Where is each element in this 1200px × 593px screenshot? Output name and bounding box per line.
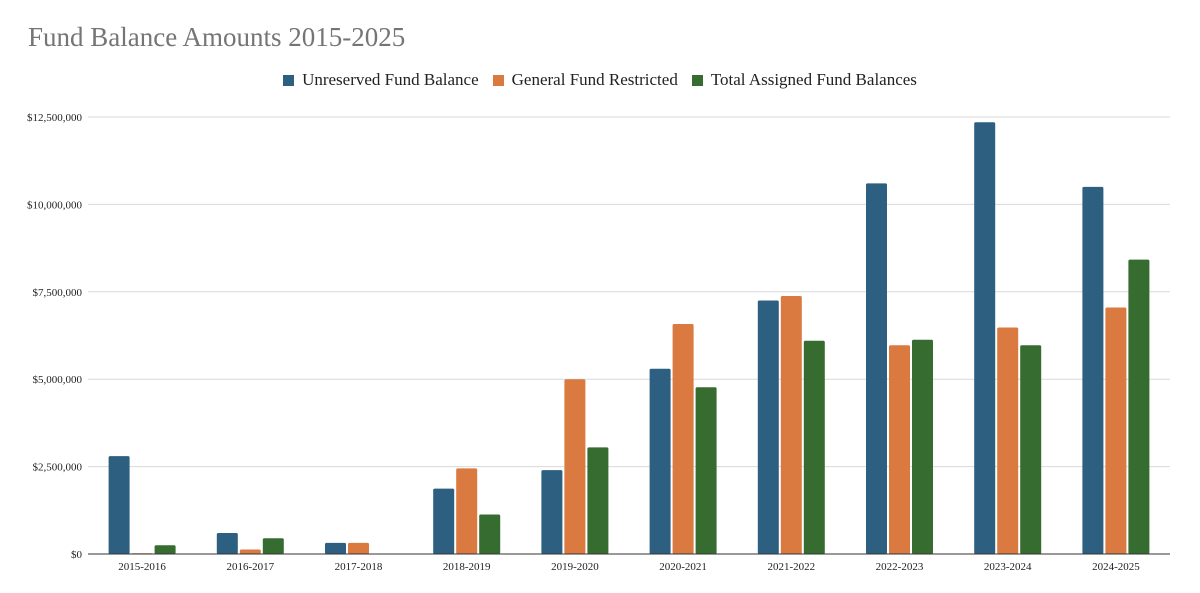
bar [757, 300, 779, 554]
bar [348, 542, 369, 554]
bar [997, 327, 1019, 554]
legend-item-0: Unreserved Fund Balance [283, 70, 479, 90]
x-tick-label: 2023-2024 [984, 561, 1032, 573]
x-tick-label: 2018-2019 [443, 561, 491, 573]
x-tick-label: 2024-2025 [1092, 561, 1140, 573]
y-tick-label: $10,000,000 [27, 199, 83, 211]
bar [803, 340, 825, 554]
bar [456, 468, 478, 554]
bar [912, 339, 933, 554]
bar [325, 542, 346, 554]
legend-label: Total Assigned Fund Balances [710, 70, 917, 89]
x-tick-label: 2017-2018 [335, 561, 383, 573]
x-tick-label: 2019-2020 [551, 561, 599, 573]
x-tick-label: 2021-2022 [767, 561, 815, 573]
bar [1082, 186, 1104, 555]
bar [649, 368, 671, 554]
chart-title: Fund Balance Amounts 2015-2025 [28, 22, 406, 52]
chart-legend: Unreserved Fund Balance General Fund Rest… [0, 70, 1200, 90]
bar [866, 183, 887, 554]
bar [1128, 259, 1150, 554]
legend-swatch [691, 74, 703, 86]
legend-swatch [283, 74, 295, 86]
y-tick-label: $5,000,000 [33, 374, 83, 386]
bar [1105, 307, 1127, 554]
bar [433, 488, 455, 554]
legend-label: Unreserved Fund Balance [302, 70, 479, 89]
y-tick-label: $12,500,000 [27, 112, 83, 124]
bar [154, 545, 176, 554]
bar [239, 549, 261, 554]
bar [974, 122, 996, 554]
x-tick-label: 2016-2017 [226, 561, 274, 573]
bar [1020, 345, 1042, 554]
x-tick-label: 2015-2016 [118, 561, 166, 573]
legend-swatch [492, 74, 504, 86]
legend-label: General Fund Restricted [511, 70, 678, 89]
bar [780, 295, 802, 554]
bar [695, 387, 717, 554]
legend-item-2: Total Assigned Fund Balances [691, 70, 917, 90]
bar [889, 345, 910, 554]
y-tick-label: $0 [71, 549, 83, 561]
bar [587, 447, 609, 554]
bar [672, 323, 694, 554]
bar [108, 456, 130, 554]
bar [216, 533, 238, 554]
x-tick-label: 2020-2021 [659, 561, 707, 573]
bar [262, 538, 284, 554]
y-tick-label: $7,500,000 [33, 287, 83, 299]
y-tick-label: $2,500,000 [33, 462, 83, 474]
bar [541, 470, 563, 554]
bar [479, 514, 501, 554]
legend-item-1: General Fund Restricted [492, 70, 678, 90]
x-tick-label: 2022-2023 [876, 561, 924, 573]
bar [564, 379, 586, 554]
